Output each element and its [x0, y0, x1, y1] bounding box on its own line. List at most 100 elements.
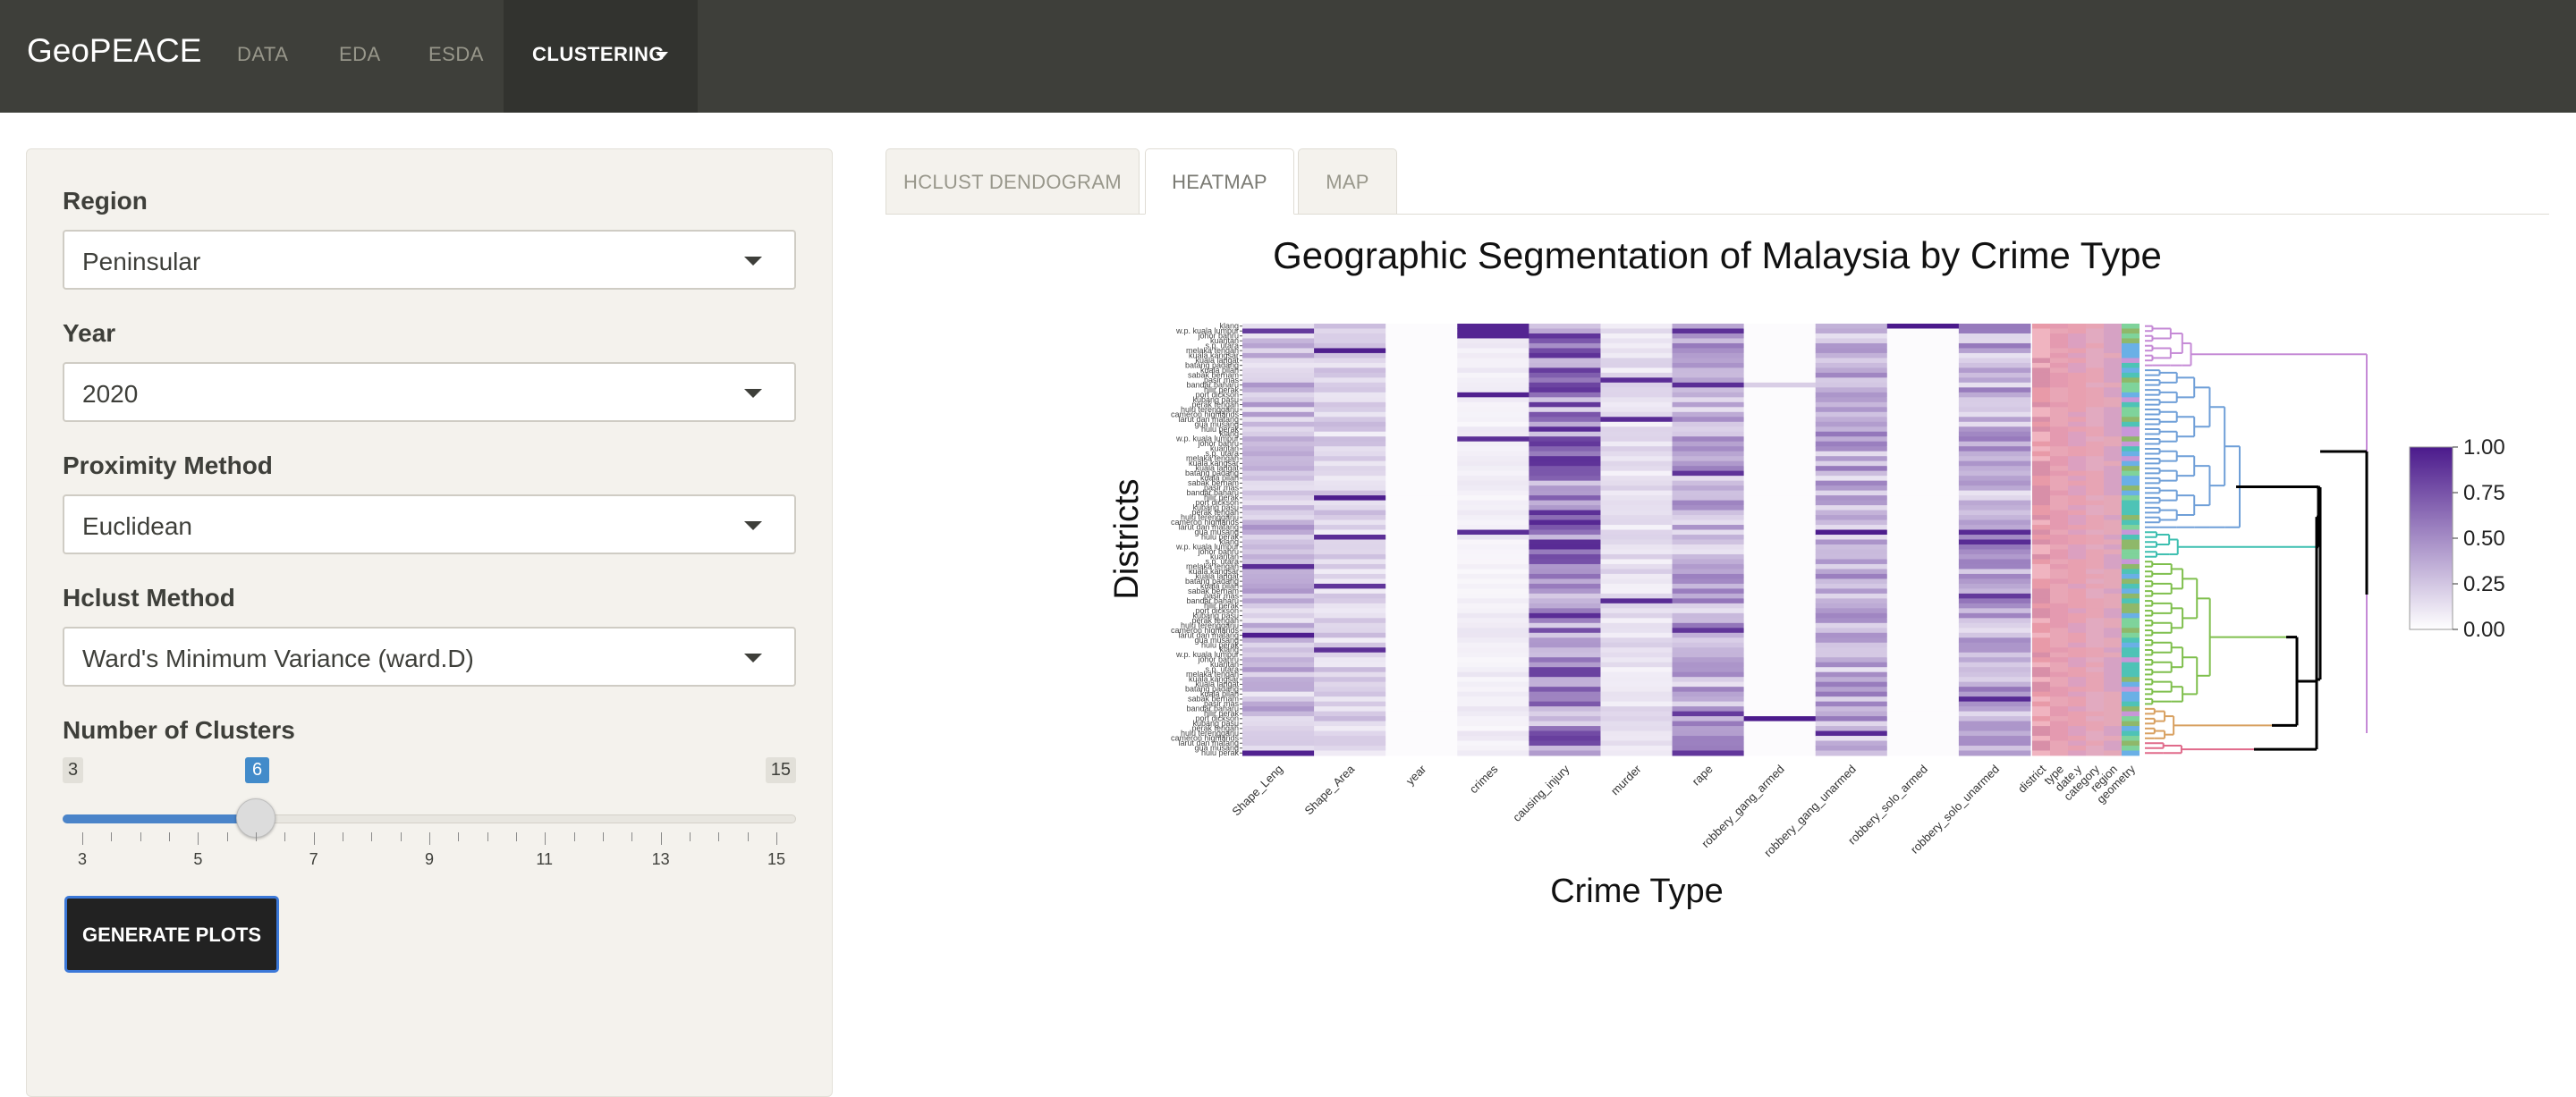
heatmap-cell — [1672, 333, 1745, 339]
heatmap-cell — [1385, 618, 1458, 624]
row-label: cameron highlands — [1171, 518, 1240, 527]
category-cell — [2050, 681, 2068, 688]
category-cell — [2122, 544, 2140, 550]
heatmap-cell — [1743, 593, 1817, 599]
heatmap-cell — [1600, 470, 1674, 477]
category-cell — [2068, 480, 2086, 486]
category-cell — [2068, 563, 2086, 570]
heatmap-cell — [1529, 456, 1601, 462]
heatmap-cell — [1314, 746, 1386, 752]
heatmap-cell — [1672, 563, 1745, 570]
category-cell — [2086, 687, 2104, 693]
region-select[interactable]: Peninsular — [63, 230, 796, 290]
heatmap-cell — [1457, 647, 1530, 654]
heatmap-cell — [1457, 677, 1530, 683]
clusters-slider[interactable]: 3 15 6 3 5 7 9 11 13 15 — [63, 757, 796, 868]
category-cell — [2068, 549, 2086, 555]
heatmap-cell — [1743, 401, 1817, 408]
heatmap-cell — [1385, 671, 1458, 678]
row-label: batang padang — [1185, 468, 1239, 477]
generate-plots-button[interactable]: GENERATE PLOTS — [64, 896, 279, 973]
heatmap-cell — [1529, 485, 1601, 492]
heatmap-cell — [1529, 377, 1601, 384]
category-cell — [2122, 677, 2140, 683]
tab-hclust-dendogram[interactable]: HCLUST DENDOGRAM — [886, 148, 1140, 215]
category-cell — [2050, 529, 2068, 536]
category-cell — [2068, 382, 2086, 388]
heatmap-cell — [1242, 470, 1315, 477]
category-cell — [2086, 328, 2104, 334]
heatmap-cell — [1314, 618, 1386, 624]
category-cell — [2122, 382, 2140, 388]
heatmap-cell — [1385, 721, 1458, 727]
heatmap-cell — [1385, 588, 1458, 595]
heatmap-cell — [1743, 657, 1817, 663]
heatmap-cell — [1600, 622, 1674, 629]
category-cell — [2104, 691, 2122, 697]
heatmap-cell — [1529, 535, 1601, 540]
heatmap-cell — [1743, 563, 1817, 570]
category-cell — [2032, 608, 2050, 614]
heatmap-cell — [1529, 490, 1601, 496]
category-cell — [2050, 746, 2068, 751]
heatmap-cell — [1600, 563, 1674, 570]
tab-heatmap[interactable]: HEATMAP — [1145, 148, 1294, 215]
category-cell — [2122, 671, 2140, 678]
category-cell — [2068, 608, 2086, 614]
nav-clustering-dropdown[interactable]: CLUSTERING — [504, 0, 698, 113]
heatmap-cell — [1672, 608, 1745, 614]
heatmap-cell — [1672, 746, 1745, 752]
category-cell — [2122, 421, 2140, 427]
category-cell — [2050, 730, 2068, 737]
heatmap-cell — [1457, 333, 1530, 339]
heatmap-cell — [1600, 730, 1674, 737]
heatmap-cell — [1314, 342, 1386, 349]
nav-esda[interactable]: ESDA — [428, 43, 484, 65]
nav-eda[interactable]: EDA — [339, 43, 381, 65]
year-select[interactable]: 2020 — [63, 362, 796, 422]
category-cell — [2068, 411, 2086, 418]
proximity-select[interactable]: Euclidean — [63, 494, 796, 554]
heatmap-cell — [1672, 525, 1745, 531]
heatmap-cell — [1672, 367, 1745, 374]
nav-data[interactable]: DATA — [237, 43, 289, 65]
row-label: gua musang — [1194, 419, 1239, 428]
heatmap-cell — [1886, 515, 1960, 521]
row-label: hulu perak — [1201, 533, 1240, 542]
heatmap-cell — [1385, 539, 1458, 545]
category-cell — [2050, 593, 2068, 599]
heatmap-cell — [1815, 701, 1888, 707]
year-label: Year — [63, 319, 116, 347]
heatmap-cell — [1743, 417, 1817, 423]
heatmap-cell — [1600, 392, 1674, 398]
heatmap-cell — [1886, 622, 1960, 629]
category-cell — [2122, 519, 2140, 526]
heatmap-cell — [1958, 470, 2031, 477]
heatmap-cell — [1457, 401, 1530, 408]
category-cell — [2122, 505, 2140, 511]
heatmap-cell — [1242, 549, 1315, 555]
heatmap-cell — [1743, 681, 1817, 688]
heatmap-cell — [1958, 681, 2031, 688]
row-label: kuala pilah — [1200, 689, 1239, 698]
category-cell — [2032, 367, 2050, 374]
heatmap-cell — [1672, 392, 1745, 398]
hclust-select[interactable]: Ward's Minimum Variance (ward.D) — [63, 627, 796, 687]
row-label: hulu perak — [1201, 748, 1240, 757]
heatmap-cell — [1600, 333, 1674, 339]
category-cell — [2086, 657, 2104, 663]
heatmap-cell — [1457, 687, 1530, 693]
app-brand[interactable]: GeoPEACE — [27, 32, 202, 69]
category-cell — [2068, 671, 2086, 678]
heatmap-cell — [1815, 706, 1888, 713]
tab-map[interactable]: MAP — [1298, 148, 1397, 215]
heatmap-cell — [1314, 456, 1386, 462]
category-cell — [2050, 662, 2068, 668]
category-cell — [2122, 333, 2140, 339]
heatmap-cell — [1958, 421, 2031, 427]
slider-handle[interactable] — [236, 798, 275, 838]
category-cell — [2122, 706, 2140, 713]
category-cell — [2086, 392, 2104, 398]
heatmap-cell — [1815, 392, 1888, 398]
heatmap-cell — [1672, 460, 1745, 467]
